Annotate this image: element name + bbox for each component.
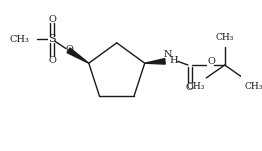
Text: CH₃: CH₃ <box>9 35 29 44</box>
Text: O: O <box>186 83 194 92</box>
Text: CH₃: CH₃ <box>245 82 262 92</box>
Polygon shape <box>67 48 89 63</box>
Text: O: O <box>48 14 56 24</box>
Text: H: H <box>169 56 178 65</box>
Text: CH₃: CH₃ <box>186 82 205 92</box>
Text: O: O <box>66 45 73 54</box>
Text: O: O <box>48 56 56 65</box>
Text: N: N <box>163 50 172 59</box>
Polygon shape <box>145 59 165 64</box>
Text: S: S <box>48 34 56 44</box>
Text: CH₃: CH₃ <box>216 33 234 42</box>
Text: O: O <box>208 57 216 66</box>
